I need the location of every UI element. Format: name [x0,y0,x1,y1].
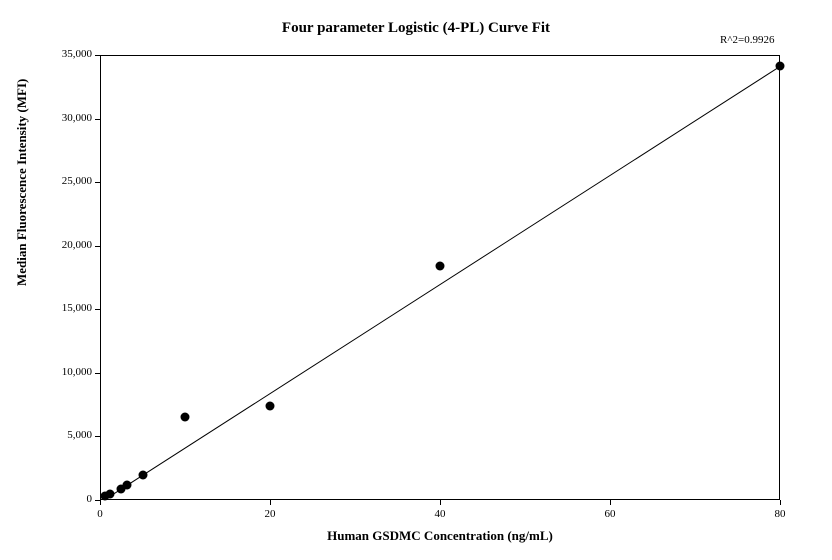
x-tick-mark [100,500,101,505]
chart-container: { "chart": { "type": "scatter", "title":… [0,0,832,560]
plot-area [100,55,780,500]
x-tick-label: 60 [590,508,630,520]
data-point [181,412,190,421]
x-tick-mark [780,500,781,505]
y-tick-label: 10,000 [42,366,92,378]
y-tick-mark [95,309,100,310]
data-point [123,480,132,489]
x-tick-label: 0 [80,508,120,520]
y-tick-mark [95,436,100,437]
y-tick-label: 25,000 [42,175,92,187]
x-tick-mark [440,500,441,505]
y-axis-label: Median Fluorescence Intensity (MFI) [14,266,30,286]
y-tick-label: 5,000 [42,429,92,441]
y-tick-label: 0 [42,493,92,505]
data-point [266,401,275,410]
y-tick-mark [95,119,100,120]
x-tick-mark [610,500,611,505]
y-tick-mark [95,246,100,247]
y-tick-mark [95,373,100,374]
chart-title: Four parameter Logistic (4-PL) Curve Fit [0,20,832,37]
x-tick-mark [270,500,271,505]
y-tick-label: 20,000 [42,239,92,251]
data-point [138,470,147,479]
x-axis-label: Human GSDMC Concentration (ng/mL) [100,528,780,544]
y-tick-label: 35,000 [42,48,92,60]
y-tick-mark [95,182,100,183]
data-point [436,262,445,271]
y-tick-label: 30,000 [42,112,92,124]
data-point [776,62,785,71]
x-tick-label: 80 [760,508,800,520]
x-tick-label: 20 [250,508,290,520]
data-point [106,490,115,499]
y-tick-mark [95,55,100,56]
x-tick-label: 40 [420,508,460,520]
r-squared-annotation: R^2=0.9926 [720,34,774,46]
y-tick-label: 15,000 [42,302,92,314]
